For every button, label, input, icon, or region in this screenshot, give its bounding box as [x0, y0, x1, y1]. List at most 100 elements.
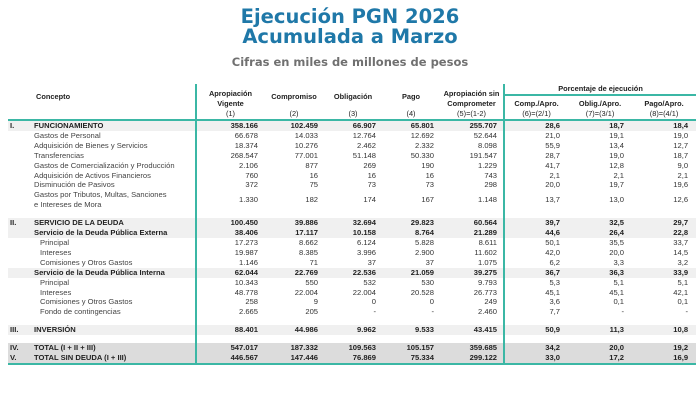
cell-col-8: 18,7	[673, 150, 689, 160]
title-block: Ejecución PGN 2026 Acumulada a Marzo Cif…	[0, 0, 700, 70]
table-row: III. INVERSIÓN 88.401 44.986 9.962 9.533 43.41…	[8, 325, 697, 336]
table-row: Gastos de Personal 66.678 14.033 12.764 12.6…	[8, 130, 696, 141]
cell-col-7: 3,3	[613, 257, 625, 267]
cell-col-1: 38.406	[195, 228, 265, 238]
cell-col-2: 8.385	[299, 247, 319, 257]
title-line-1: Ejecución PGN 2026	[240, 5, 460, 28]
cell-col-6: 33,0	[503, 353, 569, 365]
cell-col-7: -	[621, 307, 625, 317]
cell-col-6: 20,0	[503, 180, 569, 191]
row-number	[8, 267, 26, 278]
cell-col-2: 205	[305, 307, 319, 317]
cell-col-5: 191.547	[469, 150, 498, 160]
cell-col-4: 50.330	[410, 150, 435, 160]
cell-col-2: 39.886	[264, 218, 325, 229]
cell-col-3: 0	[371, 297, 377, 307]
cell-col-6: 2,1	[503, 170, 569, 181]
cell-col-1: 100.450	[195, 218, 265, 229]
cell-col-2: 877	[305, 160, 319, 170]
cell-col-6: 7,7	[503, 307, 569, 318]
cell-col-2: 22.769	[264, 267, 325, 278]
cell-col-4: -	[431, 307, 435, 317]
cell-col-4: 167	[421, 195, 435, 205]
row-label: Principal	[40, 277, 70, 287]
cell-col-3: 2.462	[357, 140, 377, 150]
cell-col-7: 36,3	[568, 267, 633, 278]
cell-col-3: 10.158	[324, 228, 383, 238]
cell-col-5: 26.773	[473, 287, 498, 297]
cell-col-5: 8.611	[478, 237, 498, 247]
header-porcentaje-ejecucion: Porcentaje de ejecución	[503, 84, 697, 96]
row-label: SERVICIO DE LA DEUDA	[26, 218, 197, 229]
subtitle: Cifras en miles de millones de pesos	[231, 55, 469, 69]
cell-col-5: 21.289	[440, 228, 505, 238]
cell-col-8: 12,7	[673, 140, 689, 150]
row-label-line-2: e Intereses de Mora	[34, 200, 102, 210]
cell-col-8: 5,1	[677, 277, 689, 287]
cell-col-8: 14,5	[673, 247, 689, 257]
cell-col-6: 3,6	[503, 297, 569, 308]
table-row: I. FUNCIONAMIENTO 358.166 102.459 66.907 65.8…	[8, 120, 697, 131]
cell-col-4: 190	[421, 160, 435, 170]
cell-col-2: 44.986	[264, 325, 325, 336]
cell-col-3: 269	[363, 160, 377, 170]
row-number	[8, 141, 26, 151]
header-obligacion: Obligación	[333, 91, 373, 101]
row-label: Gastos de Personal	[34, 130, 101, 140]
cell-col-4: 29.823	[382, 218, 441, 229]
row-label: Intereses	[40, 247, 72, 257]
row-number: IV.	[8, 343, 26, 354]
row-label: Gastos de Comercialización y Producción	[34, 160, 175, 170]
table-row: II. SERVICIO DE LA DEUDA 100.450 39.886 32.6…	[8, 218, 697, 229]
row-number	[8, 151, 26, 161]
header-sub-1: (1)	[195, 109, 265, 121]
row-label: Servicio de la Deuda Pública Externa	[26, 228, 197, 238]
cell-col-7: 11,3	[568, 325, 633, 336]
cell-col-1: 547.017	[195, 343, 265, 354]
cell-col-8: -	[685, 307, 689, 317]
table-row: Principal 10.343 550 532 530 9.793 5,3 5,1 5,1	[8, 277, 696, 288]
cell-col-3: 16	[367, 170, 377, 180]
cell-col-6: 28,7	[503, 150, 569, 161]
header-sub-5: (5)=(1-2)	[440, 109, 505, 121]
cell-col-1: 48.778	[195, 287, 265, 298]
cell-col-5: 298	[484, 180, 498, 190]
row-label: Principal	[40, 237, 70, 247]
cell-col-1: 1.330	[195, 190, 265, 211]
table-row: Comisiones y Otros Gastos 1.146 71 37 37 1.07…	[8, 257, 696, 268]
cell-col-7: 13,0	[609, 195, 625, 205]
header-comp-apro: Comp./Apro.	[503, 95, 569, 109]
cell-col-1: 446.567	[195, 353, 265, 365]
cell-col-1: 268.547	[195, 150, 265, 161]
cell-col-3: 12.764	[352, 130, 377, 140]
cell-col-5: 255.707	[440, 120, 505, 131]
cell-col-5: 11.602	[474, 247, 498, 257]
cell-col-2: 75	[309, 180, 319, 190]
cell-col-6: 45,1	[503, 287, 569, 298]
cell-col-1: 17.273	[195, 237, 265, 248]
cell-col-3: 37	[367, 257, 377, 267]
cell-col-7: 13,4	[609, 140, 625, 150]
cell-col-4: 73	[425, 180, 435, 190]
cell-col-6: 36,7	[503, 267, 569, 278]
cell-col-7: 17,2	[568, 353, 633, 365]
header-pago: Pago	[401, 91, 421, 101]
cell-col-1: 258	[195, 297, 265, 308]
cell-col-4: 530	[421, 277, 435, 287]
cell-col-4: 5.828	[415, 237, 435, 247]
cell-col-5: 52.644	[473, 130, 498, 140]
cell-col-3: 109.563	[324, 343, 383, 354]
row-label: Comisiones y Otros Gastos	[40, 257, 133, 267]
cell-col-4: 21.059	[382, 267, 441, 278]
table-row: Gastos de Comercialización y Producción 2…	[8, 160, 696, 171]
header-sub-4: (4)	[382, 109, 441, 121]
cell-col-2: 102.459	[264, 120, 325, 131]
execution-table: Concepto Apropiación Vigente Compromiso …	[8, 84, 697, 365]
cell-col-6: 50,9	[503, 325, 569, 336]
row-label: FUNCIONAMIENTO	[26, 120, 197, 131]
cell-col-6: 39,7	[503, 218, 569, 229]
cell-col-5: 249	[484, 297, 498, 307]
cell-col-5: 39.275	[440, 267, 505, 278]
row-label: INVERSIÓN	[26, 325, 197, 336]
row-number	[8, 288, 26, 298]
